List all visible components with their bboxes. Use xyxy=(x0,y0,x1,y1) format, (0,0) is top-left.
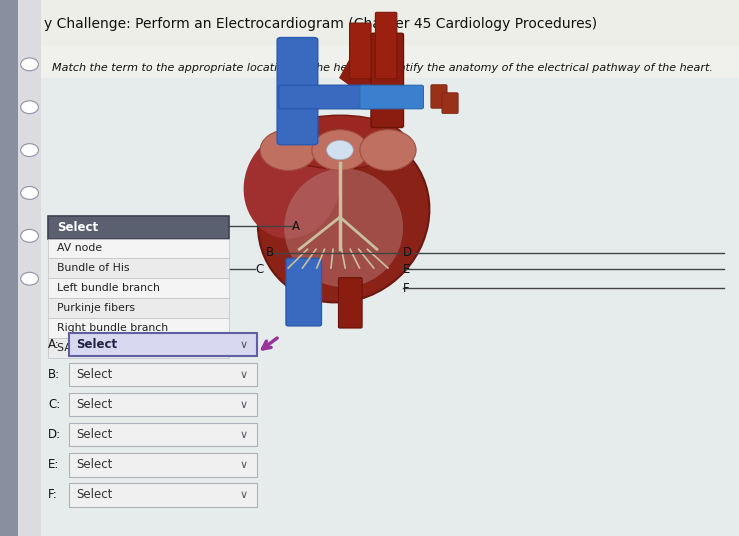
Text: F: F xyxy=(403,282,409,295)
Text: E:: E: xyxy=(48,458,59,471)
FancyBboxPatch shape xyxy=(48,216,229,239)
Text: Select: Select xyxy=(76,338,118,351)
Text: Select: Select xyxy=(76,488,112,501)
FancyBboxPatch shape xyxy=(41,46,739,78)
FancyBboxPatch shape xyxy=(48,239,229,258)
Text: Select: Select xyxy=(57,221,98,234)
Text: AV node: AV node xyxy=(57,243,102,254)
Text: Left bundle branch: Left bundle branch xyxy=(57,283,160,293)
FancyBboxPatch shape xyxy=(0,0,18,536)
FancyBboxPatch shape xyxy=(0,0,739,46)
FancyBboxPatch shape xyxy=(279,85,372,109)
Circle shape xyxy=(21,101,38,114)
Text: Select: Select xyxy=(76,368,112,381)
Text: SA node: SA node xyxy=(57,343,103,353)
Text: ∨: ∨ xyxy=(240,340,248,349)
FancyBboxPatch shape xyxy=(69,423,257,446)
Text: A:: A: xyxy=(48,338,60,351)
Text: ∨: ∨ xyxy=(240,430,248,440)
FancyBboxPatch shape xyxy=(69,483,257,507)
Text: D: D xyxy=(403,247,412,259)
Text: ∨: ∨ xyxy=(240,400,248,410)
Text: Select: Select xyxy=(76,458,112,471)
FancyBboxPatch shape xyxy=(442,93,458,114)
Text: Select: Select xyxy=(76,428,112,441)
FancyBboxPatch shape xyxy=(48,278,229,298)
Text: Select: Select xyxy=(76,398,112,411)
Text: ∨: ∨ xyxy=(240,460,248,470)
Circle shape xyxy=(312,130,368,170)
Circle shape xyxy=(21,144,38,157)
Text: y Challenge: Perform an Electrocardiogram (Chapter 45 Cardiology Procedures): y Challenge: Perform an Electrocardiogra… xyxy=(44,17,597,31)
Polygon shape xyxy=(340,46,399,121)
Circle shape xyxy=(260,130,316,170)
FancyBboxPatch shape xyxy=(360,85,423,109)
Circle shape xyxy=(21,272,38,285)
Text: Purkinje fibers: Purkinje fibers xyxy=(57,303,135,313)
FancyBboxPatch shape xyxy=(277,38,318,145)
Text: ∨: ∨ xyxy=(240,490,248,500)
FancyBboxPatch shape xyxy=(69,393,257,416)
Ellipse shape xyxy=(285,169,403,287)
Text: B: B xyxy=(266,247,274,259)
FancyBboxPatch shape xyxy=(18,0,41,536)
Text: Match the term to the appropriate location on the heart to identify the anatomy : Match the term to the appropriate locati… xyxy=(52,63,712,72)
Text: Right bundle branch: Right bundle branch xyxy=(57,323,168,333)
Text: D:: D: xyxy=(48,428,61,441)
Text: B:: B: xyxy=(48,368,60,381)
FancyBboxPatch shape xyxy=(41,0,739,536)
Circle shape xyxy=(327,140,353,160)
Circle shape xyxy=(360,130,416,170)
FancyBboxPatch shape xyxy=(69,363,257,386)
FancyBboxPatch shape xyxy=(69,333,257,356)
FancyBboxPatch shape xyxy=(48,338,229,358)
Ellipse shape xyxy=(258,132,429,302)
Text: ∨: ∨ xyxy=(240,370,248,379)
Circle shape xyxy=(21,187,38,199)
Text: C: C xyxy=(255,263,263,276)
FancyBboxPatch shape xyxy=(48,258,229,278)
Text: A: A xyxy=(292,220,300,233)
FancyBboxPatch shape xyxy=(69,453,257,477)
FancyBboxPatch shape xyxy=(338,278,362,328)
Circle shape xyxy=(21,229,38,242)
Text: E: E xyxy=(403,263,410,276)
FancyBboxPatch shape xyxy=(375,12,397,79)
Ellipse shape xyxy=(273,115,406,169)
FancyBboxPatch shape xyxy=(371,33,403,128)
Ellipse shape xyxy=(244,131,340,239)
FancyBboxPatch shape xyxy=(431,85,447,108)
Circle shape xyxy=(21,58,38,71)
FancyBboxPatch shape xyxy=(48,298,229,318)
FancyBboxPatch shape xyxy=(350,23,371,79)
FancyBboxPatch shape xyxy=(48,318,229,338)
Text: F:: F: xyxy=(48,488,58,501)
Text: C:: C: xyxy=(48,398,61,411)
Text: Bundle of His: Bundle of His xyxy=(57,263,129,273)
FancyBboxPatch shape xyxy=(286,258,321,326)
